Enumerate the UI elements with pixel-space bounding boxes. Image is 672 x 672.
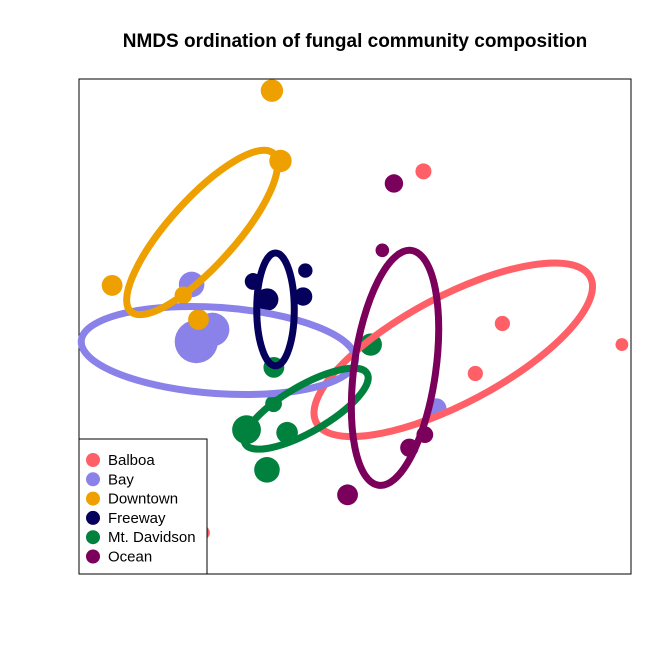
- legend-box: [78, 438, 208, 575]
- legend-label-bay: Bay: [108, 471, 134, 488]
- legend-label-mt-davidson: Mt. Davidson: [108, 529, 196, 546]
- legend-label-balboa: Balboa: [108, 452, 155, 469]
- point-ocean-5: [337, 484, 358, 506]
- ellipse-downtown: [123, 146, 282, 319]
- legend-marker-ocean: [86, 549, 100, 564]
- point-balboa-3: [467, 365, 483, 382]
- ellipse-mt-davidson: [240, 364, 372, 453]
- point-ocean-2: [375, 243, 390, 258]
- point-freeway-3: [256, 288, 279, 311]
- legend-marker-mt-davidson: [86, 530, 100, 545]
- point-bay-3: [174, 319, 218, 364]
- chart-title: NMDS ordination of fungal community comp…: [123, 31, 587, 52]
- legend-label-downtown: Downtown: [108, 491, 178, 508]
- legend-marker-balboa: [86, 453, 100, 467]
- legend-label-freeway: Freeway: [108, 510, 166, 527]
- plot-frame: [78, 78, 632, 575]
- legend-marker-bay: [86, 472, 100, 487]
- legend-marker-downtown: [86, 491, 100, 506]
- ellipse-balboa: [310, 259, 596, 441]
- legend-label-ocean: Ocean: [108, 549, 152, 566]
- point-freeway-2: [298, 263, 313, 278]
- point-downtown-5: [188, 309, 209, 330]
- ellipse-freeway: [253, 249, 298, 370]
- legend: Balboa Bay Downtown Freeway Mt. Davidson Ocea…: [78, 438, 208, 575]
- point-balboa-1: [415, 163, 432, 180]
- ellipse-layer: [77, 146, 596, 489]
- point-freeway-4: [293, 287, 313, 306]
- point-ocean-1: [384, 174, 404, 193]
- ellipse-ocean: [347, 246, 443, 489]
- point-balboa-4: [615, 338, 629, 351]
- point-balboa-2: [494, 315, 510, 332]
- point-layer: [101, 79, 629, 540]
- point-downtown-3: [101, 275, 123, 296]
- point-mt-davidson-6: [254, 457, 280, 483]
- point-downtown-1: [260, 79, 284, 102]
- legend-marker-freeway: [86, 510, 100, 525]
